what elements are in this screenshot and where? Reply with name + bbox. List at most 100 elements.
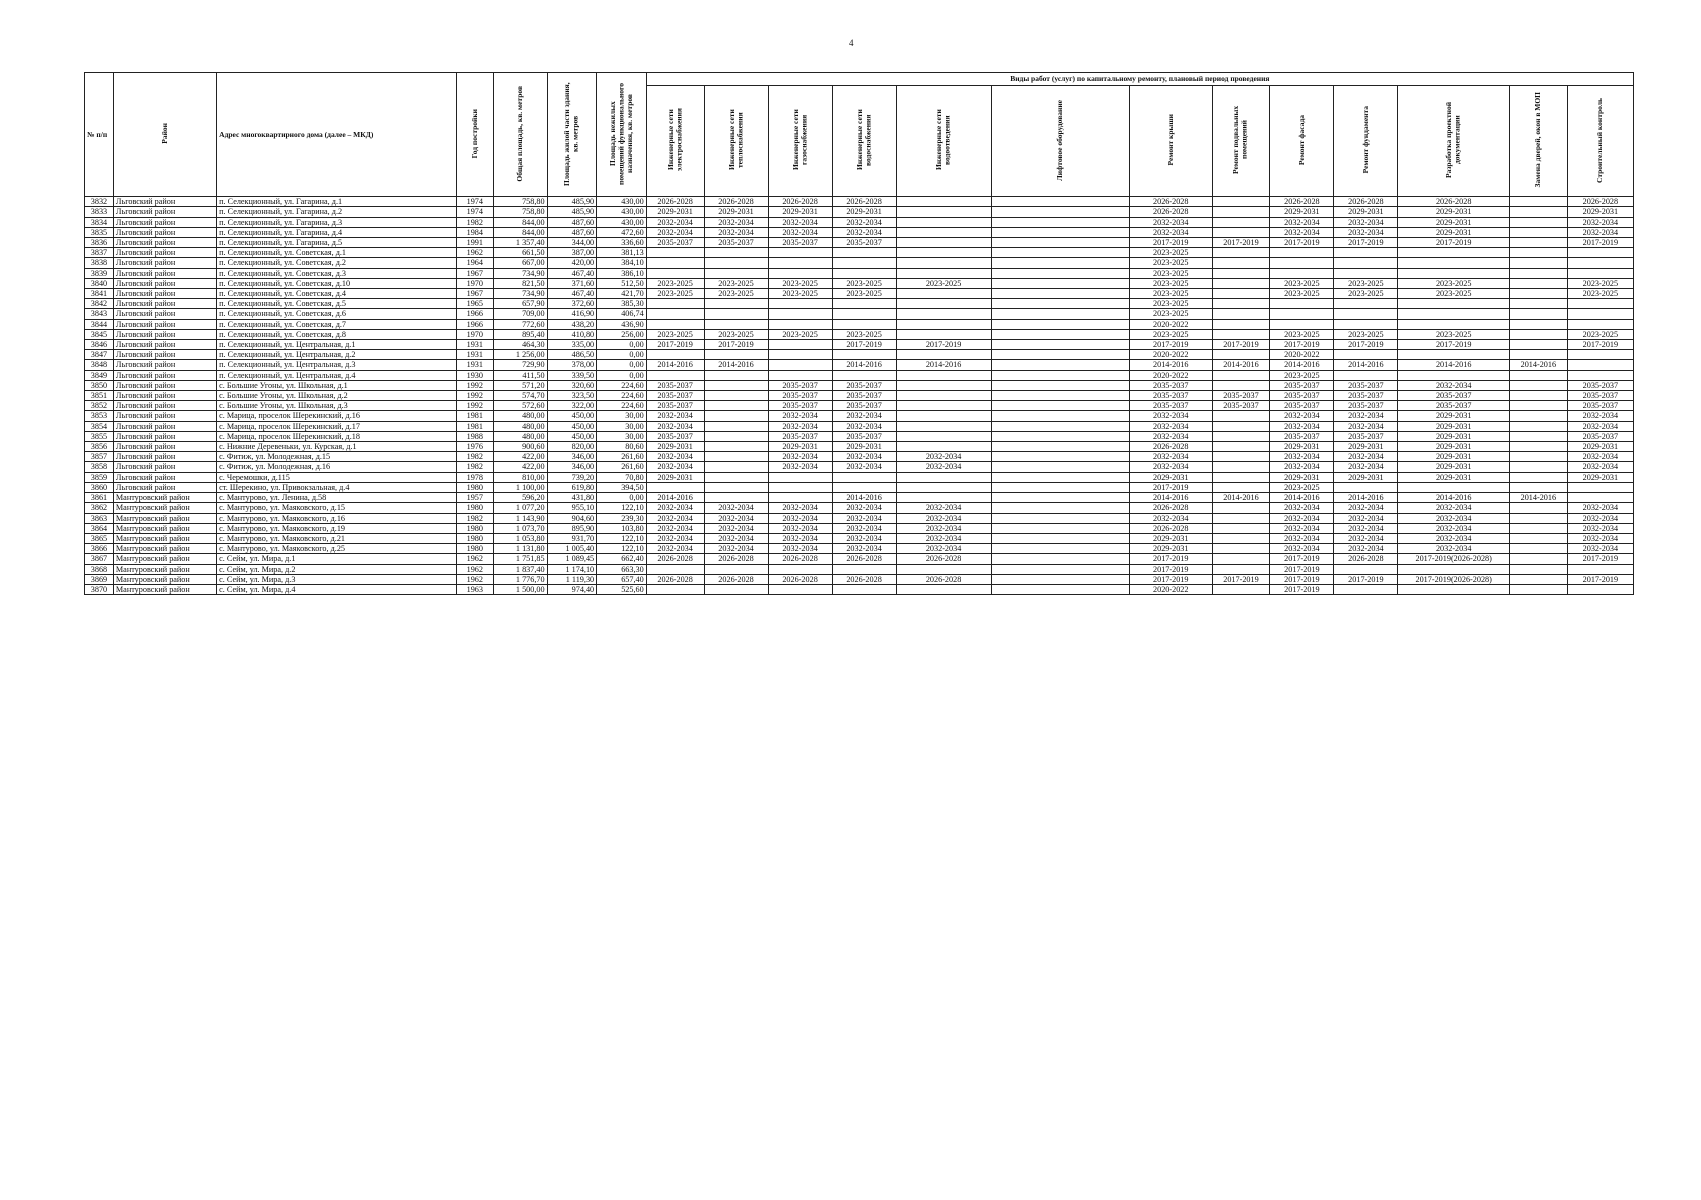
cell-work-sewer: 2032-2034 [895,512,992,524]
cell-work-facade: 2017-2019 [1269,237,1335,249]
cell-work-supervision: 2023-2025 [1566,328,1635,341]
cell-nonliving-area: 122,10 [596,543,647,555]
table-row: 3846 Льговский район п. Селекционный, ул. … [84,339,1635,351]
cell-year: 1982 [455,451,494,463]
cell-nonliving-area: 472,60 [596,226,647,239]
cell-no: 3848 [84,359,114,371]
cell-address: п. Селекционный, ул. Гагарина, д.3 [216,216,457,228]
cell-work-electric [645,257,705,269]
cell-work-heat [703,461,769,473]
cell-work-elevator [990,420,1130,432]
cell-year: 1980 [455,502,494,514]
cell-work-doors-windows [1508,400,1568,412]
cell-work-electric: 2032-2034 [645,543,705,555]
cell-work-roof: 2026-2028 [1128,522,1213,534]
cell-work-basement: 2017-2019 [1211,573,1271,585]
cell-address: п. Селекционный, ул. Советская, д.3 [216,267,457,279]
cell-work-facade: 2032-2034 [1269,461,1335,473]
cell-work-doors-windows [1508,339,1568,351]
cell-work-gas [767,563,833,575]
cell-address: с. Марица, проселок Шерекинский, д.18 [216,430,457,443]
cell-living-area: 420,00 [546,257,598,269]
cell-nonliving-area: 394,50 [596,481,647,494]
cell-work-electric [645,349,705,361]
cell-work-supervision [1566,359,1635,371]
cell-work-doors-windows [1508,512,1568,524]
cell-total-area: 667,00 [492,257,548,269]
cell-work-design: 2029-2031 [1397,451,1510,463]
cell-work-facade: 2017-2019 [1269,553,1335,565]
cell-work-basement [1211,267,1271,279]
cell-work-elevator [990,257,1130,269]
cell-work-design: 2017-2019 [1397,237,1510,249]
cell-work-gas: 2032-2034 [767,420,833,432]
cell-work-supervision: 2017-2019 [1566,339,1635,351]
cell-no: 3854 [84,420,114,432]
cell-district: Мантуровский район [112,502,218,514]
cell-no: 3861 [84,492,114,504]
table-row: 3855 Льговский район с. Марица, проселок Ш… [84,430,1635,443]
cell-work-heat: 2017-2019 [703,339,769,351]
table-row: 3864 Мантуровский район с. Мантурово, ул. … [84,522,1635,534]
cell-living-area: 487,60 [546,216,598,228]
cell-living-area: 1 089,45 [546,553,598,565]
cell-district: Льговский район [112,359,218,371]
cell-work-design: 2029-2031 [1397,430,1510,443]
cell-work-sewer: 2026-2028 [895,573,992,585]
cell-work-electric: 2014-2016 [645,492,705,504]
cell-work-electric [645,247,705,259]
cell-year: 1970 [455,328,494,341]
cell-work-elevator [990,318,1130,330]
cell-work-water [831,267,897,279]
cell-work-water: 2026-2028 [831,196,897,208]
cell-work-elevator [990,410,1130,422]
cell-address: п. Селекционный, ул. Центральная, д.1 [216,339,457,351]
cell-address: п. Селекционный, ул. Советская, д.2 [216,257,457,269]
table-row: 3870 Мантуровский район с. Сейм, ул. Мира,… [84,583,1635,596]
table-row: 3857 Льговский район с. Фитиж, ул. Молодеж… [84,451,1635,463]
cell-work-basement [1211,369,1271,381]
cell-work-sewer [895,247,992,259]
cell-year: 1931 [455,359,494,371]
cell-work-basement [1211,461,1271,473]
cell-living-area: 931,70 [546,532,598,545]
cell-work-sewer [895,481,992,494]
cell-work-roof: 2017-2019 [1128,553,1213,565]
cell-total-area: 571,20 [492,379,548,392]
cell-work-heat [703,247,769,259]
cell-work-elevator [990,451,1130,463]
cell-nonliving-area: 224,60 [596,379,647,392]
cell-work-heat: 2032-2034 [703,543,769,555]
cell-work-elevator [990,522,1130,534]
cell-total-area: 661,50 [492,247,548,259]
cell-no: 3863 [84,512,114,524]
cell-work-electric: 2017-2019 [645,339,705,351]
cell-year: 1980 [455,481,494,494]
cell-year: 1962 [455,573,494,585]
cell-year: 1982 [455,512,494,524]
cell-living-area: 322,00 [546,400,598,412]
cell-work-heat [703,369,769,381]
cell-work-facade: 2026-2028 [1269,196,1335,208]
cell-work-facade: 2032-2034 [1269,543,1335,555]
cell-no: 3851 [84,390,114,402]
cell-total-area: 1 100,00 [492,481,548,494]
cell-work-electric: 2029-2031 [645,441,705,453]
cell-work-foundation: 2032-2034 [1333,512,1399,524]
cell-address: с. Мантурово, ул. Ленина, д.58 [216,492,457,504]
cell-work-foundation [1333,481,1399,494]
cell-work-supervision [1566,369,1635,381]
cell-address: с. Мантурово, ул. Маяковского, д.19 [216,522,457,534]
col-header-work-sewer: Инженерные сети водоотведения [895,84,992,198]
cell-work-foundation: 2017-2019 [1333,237,1399,249]
cell-work-gas: 2029-2031 [767,441,833,453]
cell-district: Льговский район [112,379,218,392]
cell-work-electric [645,318,705,330]
table-row: 3860 Льговский район ст. Шерекино, ул. При… [84,481,1635,494]
cell-work-water [831,308,897,320]
cell-work-electric [645,298,705,310]
cell-living-area: 339,50 [546,369,598,381]
cell-work-water: 2032-2034 [831,420,897,432]
cell-work-doors-windows: 2014-2016 [1508,359,1568,371]
cell-work-foundation: 2023-2025 [1333,288,1399,300]
